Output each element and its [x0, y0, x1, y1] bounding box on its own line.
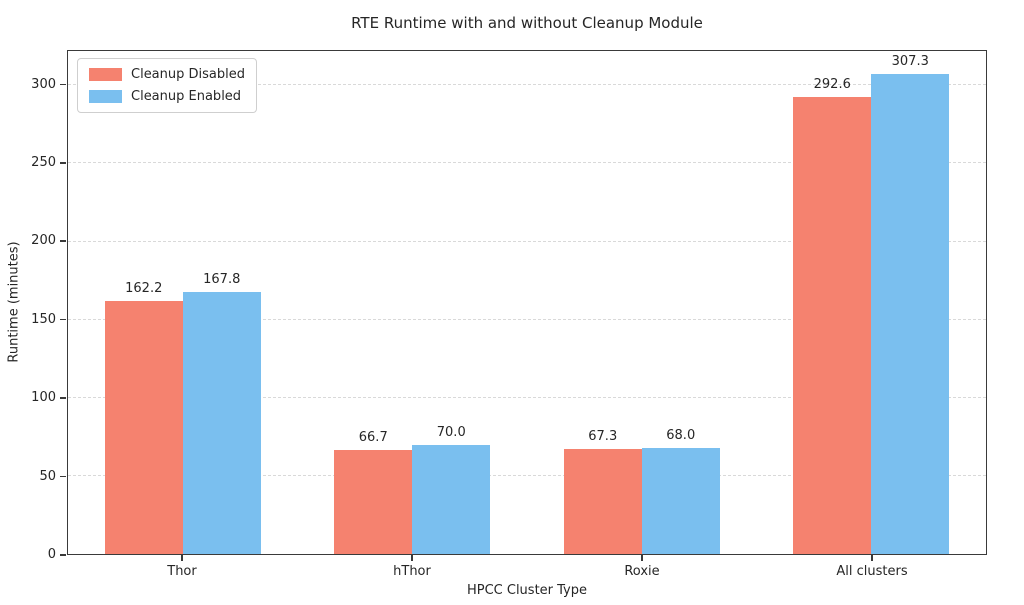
y-tick-mark: [60, 161, 66, 164]
bar-cleanup-enabled-all-clusters: [871, 73, 950, 554]
bar-value-label: 292.6: [813, 76, 851, 92]
legend-item-cleanup-disabled: Cleanup Disabled: [89, 67, 245, 82]
y-tick-mark: [60, 554, 66, 556]
legend-swatch-icon: [89, 90, 122, 103]
x-tick-label-all-clusters: All clusters: [836, 564, 908, 579]
bar-value-label: 70.0: [436, 424, 466, 440]
legend-swatch-icon: [89, 68, 122, 81]
y-tick-label: 200: [31, 233, 56, 249]
gridline: [68, 396, 986, 398]
bar-cleanup-enabled-thor: [182, 291, 261, 554]
y-tick-mark: [60, 318, 66, 321]
y-tick-label: 150: [31, 311, 56, 327]
bar-cleanup-enabled-hthor: [412, 444, 491, 554]
chart-title: RTE Runtime with and without Cleanup Mod…: [351, 14, 703, 32]
bar-cleanup-disabled-all-clusters: [793, 96, 872, 554]
bar-value-label: 66.7: [358, 429, 388, 445]
legend-item-cleanup-enabled: Cleanup Enabled: [89, 89, 245, 104]
y-tick-label: 250: [31, 154, 56, 170]
bar-value-label: 167.8: [203, 271, 241, 287]
legend-label: Cleanup Enabled: [131, 89, 242, 104]
gridline: [68, 162, 986, 164]
bar-value-label: 162.2: [125, 280, 163, 296]
gridline: [68, 84, 986, 86]
y-tick-mark: [60, 397, 66, 399]
x-tick-label-thor: Thor: [167, 564, 197, 579]
x-tick-label-hthor: hThor: [393, 564, 431, 579]
gridline: [68, 318, 986, 320]
y-tick-label: 100: [31, 390, 56, 406]
legend-label: Cleanup Disabled: [131, 67, 245, 82]
bar-value-label: 307.3: [891, 53, 929, 69]
y-tick-label: 50: [39, 468, 56, 484]
x-tick-label-roxie: Roxie: [624, 564, 660, 579]
bar-cleanup-disabled-roxie: [563, 448, 642, 554]
bar-value-label: 68.0: [666, 427, 696, 443]
gridline: [68, 474, 986, 476]
bar-cleanup-enabled-roxie: [641, 447, 720, 554]
legend: Cleanup Disabled Cleanup Enabled: [77, 58, 257, 113]
x-tick-mark: [641, 555, 643, 561]
y-tick-mark: [60, 83, 66, 86]
x-tick-mark: [871, 555, 873, 561]
y-tick-mark: [60, 475, 66, 478]
bar-cleanup-disabled-thor: [104, 300, 183, 554]
y-tick-label: 0: [47, 547, 56, 562]
y-tick-mark: [60, 240, 66, 242]
y-tick-label: 300: [31, 76, 56, 92]
gridline: [68, 240, 986, 242]
x-tick-mark: [411, 555, 413, 561]
y-axis-label: Runtime (minutes): [6, 241, 22, 363]
x-axis-label: HPCC Cluster Type: [466, 583, 588, 598]
x-tick-mark: [181, 555, 183, 561]
bar-value-label: 67.3: [588, 428, 618, 444]
bar-cleanup-disabled-hthor: [334, 449, 413, 554]
plot-area: Cleanup Disabled Cleanup Enabled 162.2 16…: [67, 50, 987, 555]
